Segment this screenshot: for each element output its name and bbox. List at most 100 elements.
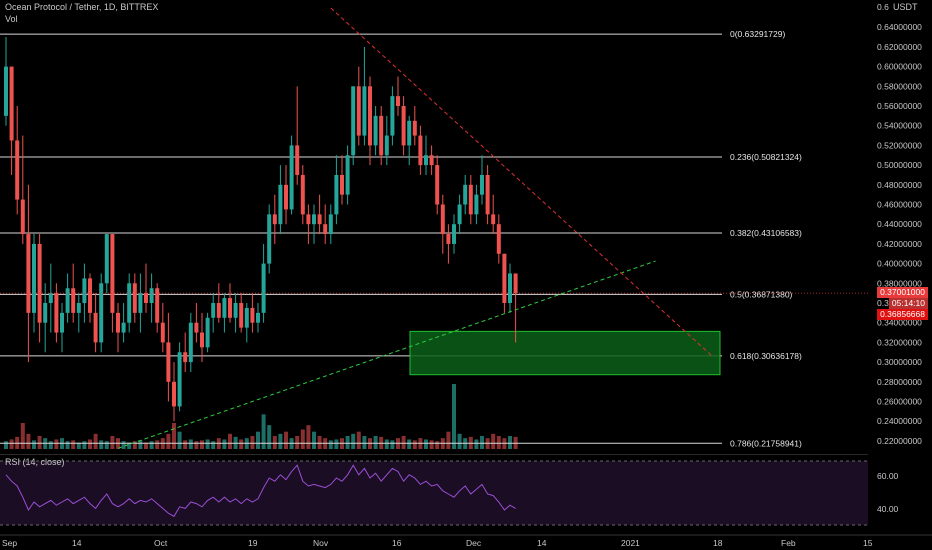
- candle-body: [60, 312, 64, 333]
- candle-body: [110, 234, 115, 313]
- candle-body: [508, 273, 512, 304]
- volume-bar: [452, 384, 456, 449]
- candle-body: [54, 293, 59, 333]
- volume-bar: [435, 441, 440, 449]
- time-tick: 14: [537, 538, 547, 548]
- volume-bar: [373, 436, 378, 449]
- price-tick: 0.40000000: [877, 259, 922, 269]
- volume-bar: [362, 436, 367, 449]
- volume-bar: [121, 441, 126, 449]
- candle-body: [116, 312, 120, 333]
- candle-body: [121, 322, 126, 333]
- support-zone-box: [409, 330, 721, 376]
- price-tick: 0.32000000: [877, 337, 922, 347]
- candle-body: [9, 66, 14, 141]
- volume-bar: [474, 439, 479, 449]
- volume-bar: [76, 442, 81, 449]
- candle-body: [295, 145, 300, 175]
- candle-body: [457, 204, 462, 225]
- candle-body: [345, 155, 350, 195]
- candle-body: [390, 96, 395, 136]
- candle-body: [463, 184, 468, 205]
- time-axis[interactable]: Sep 14 Oct 19 Nov 16 Dec 14 2021 18 Feb 15: [0, 534, 932, 548]
- volume-bar: [401, 436, 406, 449]
- price-tick: 0.62000000: [877, 42, 922, 52]
- secondary-price-tag: 0.36856668: [877, 309, 928, 320]
- candle-body: [513, 273, 518, 294]
- volume-bar: [345, 436, 350, 449]
- volume-bar: [71, 440, 76, 449]
- candle-body: [211, 303, 216, 318]
- candle-body: [32, 243, 36, 313]
- fib-label: 0.5(0.36871380): [730, 289, 793, 299]
- price-axis[interactable]: 0.22000000 0.24000000 0.26000000 0.28000000…: [868, 0, 932, 550]
- chart-title: Ocean Protocol / Tether, 1D, BITTREX: [5, 2, 159, 12]
- rsi-polyline: [5, 464, 516, 518]
- candle-body: [474, 194, 479, 215]
- volume-bar: [9, 439, 14, 449]
- volume-bar: [177, 431, 182, 449]
- candle-body: [323, 224, 328, 235]
- candle-body: [183, 352, 188, 363]
- pane-divider: [0, 454, 868, 455]
- candle-body: [138, 293, 143, 313]
- volume-label: Vol: [5, 14, 18, 24]
- volume-bar: [144, 442, 148, 449]
- candle-body: [284, 184, 288, 210]
- volume-bar: [65, 441, 70, 449]
- time-tick: 15: [863, 538, 873, 548]
- volume-bar: [272, 436, 277, 449]
- volume-bar: [429, 440, 434, 449]
- candle-body: [222, 298, 227, 318]
- downtrend-line: [330, 7, 712, 356]
- volume-bar: [110, 436, 115, 449]
- candle-body: [328, 214, 333, 235]
- time-tick: Dec: [466, 538, 482, 548]
- price-tick: 0.26000000: [877, 397, 922, 407]
- price-tick: 0.50000000: [877, 160, 922, 170]
- candle-body: [300, 174, 305, 215]
- candle-body: [362, 86, 367, 136]
- price-tick: 0.24000000: [877, 416, 922, 426]
- volume-bar: [295, 436, 300, 449]
- candle-body: [412, 120, 417, 136]
- uptrend-line: [117, 260, 656, 449]
- rsi-tick: 60.00: [877, 471, 899, 481]
- price-tick: 0.30000000: [877, 357, 922, 367]
- trendlines: [117, 7, 712, 449]
- volume-bar: [93, 433, 98, 449]
- price-tick: 0.22000000: [877, 436, 922, 446]
- rsi-line: [5, 464, 516, 518]
- candle-body: [317, 214, 322, 225]
- candle-body: [155, 288, 160, 323]
- volume-bar: [496, 436, 501, 449]
- candle-body: [26, 234, 31, 313]
- price-tick: 0.42000000: [877, 239, 922, 249]
- volume-bar: [48, 441, 53, 449]
- price-tick: 0.58000000: [877, 81, 922, 91]
- volume-bar: [32, 440, 36, 449]
- volume-bar: [54, 439, 59, 449]
- candle-body: [200, 332, 204, 348]
- candle-body: [452, 224, 456, 244]
- volume-bar: [200, 440, 204, 449]
- volume-bar: [312, 431, 316, 449]
- volume-bar: [334, 439, 339, 449]
- price-tick: 0.60000000: [877, 62, 922, 72]
- candle-body: [396, 96, 400, 107]
- candle-body: [272, 214, 277, 225]
- candle-body: [99, 283, 104, 343]
- fib-label: 0.236(0.50821324): [730, 152, 802, 162]
- volume-bar: [328, 440, 333, 449]
- candle-body: [267, 214, 272, 264]
- volume-bar: [88, 439, 92, 449]
- candle-body: [278, 184, 283, 225]
- candle-body: [502, 253, 507, 304]
- candle-body: [216, 303, 221, 318]
- candle-body: [496, 224, 501, 254]
- candle-body: [250, 307, 255, 323]
- candle-body: [172, 381, 176, 407]
- volume-bar: [188, 439, 193, 449]
- volume-bar: [508, 436, 512, 449]
